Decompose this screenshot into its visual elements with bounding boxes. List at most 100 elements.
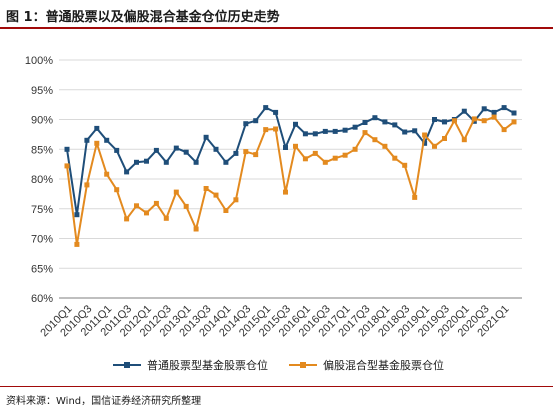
series-1-point xyxy=(432,117,437,122)
series-2-point xyxy=(223,208,229,213)
legend-marker-series-1 xyxy=(124,362,130,368)
legend-label-series-2: 偏股混合型基金股票仓位 xyxy=(323,358,444,372)
series-2-point xyxy=(471,116,477,122)
series-2-point xyxy=(163,215,169,221)
y-tick-label: 80% xyxy=(31,174,53,186)
series-1-point xyxy=(342,127,348,133)
series-2-point xyxy=(64,163,70,169)
series-2-point xyxy=(213,192,219,198)
series-1-point xyxy=(491,109,497,115)
y-tick-label: 95% xyxy=(31,85,53,97)
series-2-point xyxy=(134,203,139,209)
series-1-point xyxy=(501,105,507,111)
source-note: 资料来源：Wind，国信证券经济研究所整理 xyxy=(6,396,202,407)
series-1-point xyxy=(203,134,209,140)
series-1-point xyxy=(392,122,398,128)
series-1-point xyxy=(283,145,288,150)
series-2-point xyxy=(293,143,298,149)
series-2-point xyxy=(124,216,130,222)
source-rule xyxy=(0,386,553,387)
series-1-point xyxy=(243,121,249,127)
series-1-point xyxy=(173,145,179,151)
series-2-point xyxy=(173,189,179,195)
legend-item-series-1: 普通股票型基金股票仓位 xyxy=(113,358,268,372)
legend-label-series-1: 普通股票型基金股票仓位 xyxy=(147,358,268,372)
series-1-point xyxy=(163,159,169,165)
series-2-point xyxy=(322,159,328,165)
series-1-point xyxy=(312,131,318,137)
series-1-point xyxy=(223,159,229,165)
series-2-point xyxy=(372,137,378,143)
series-2-point xyxy=(461,137,467,143)
series-1-point xyxy=(183,149,189,155)
series-1-point xyxy=(412,128,418,134)
x-axis-ticks: 2010Q12010Q32011Q12011Q32012Q12012Q32013… xyxy=(38,303,511,339)
y-tick-label: 70% xyxy=(31,234,53,246)
legend-item-series-2: 偏股混合型基金股票仓位 xyxy=(289,358,444,372)
series-1 xyxy=(64,105,517,218)
series-1-point xyxy=(94,125,100,131)
series-1-point xyxy=(461,108,467,114)
y-tick-label: 60% xyxy=(31,293,53,305)
series-2-point xyxy=(193,226,199,232)
series-1-point xyxy=(114,147,120,153)
series-1-point xyxy=(422,140,428,146)
series-1-point xyxy=(332,128,338,134)
series-1-point xyxy=(402,129,408,135)
series-2-point xyxy=(203,186,209,191)
series-2-point xyxy=(412,194,418,200)
series-1-point xyxy=(362,120,368,125)
series-1-point xyxy=(104,137,110,143)
series-2-point xyxy=(491,114,497,120)
legend: 普通股票型基金股票仓位 偏股混合型基金股票仓位 xyxy=(113,358,444,372)
series-2-point xyxy=(114,187,120,193)
series-1-point xyxy=(372,115,378,121)
series-1-point xyxy=(233,150,239,156)
y-tick-label: 100% xyxy=(25,55,53,67)
series-2-point xyxy=(342,152,348,158)
series-1-point xyxy=(442,119,447,125)
series-1-point xyxy=(322,128,328,134)
y-tick-label: 85% xyxy=(31,144,53,156)
series-1-point xyxy=(273,109,279,115)
series-1-point xyxy=(144,158,149,164)
series-2-point xyxy=(243,149,249,155)
series-2-point xyxy=(402,162,408,168)
series-2-point xyxy=(481,118,487,124)
series-1-point xyxy=(124,169,130,175)
series-1-point xyxy=(511,110,517,116)
series-1-point xyxy=(302,131,308,137)
grid-lines xyxy=(59,59,522,269)
series-2-point xyxy=(183,203,189,209)
series-2-point xyxy=(302,156,308,162)
series-1-point xyxy=(84,137,90,143)
series-1-point xyxy=(134,159,139,165)
series-2-point xyxy=(511,119,517,125)
series-2 xyxy=(64,114,517,247)
title-rule xyxy=(0,27,553,29)
series-1-point xyxy=(352,124,358,130)
series-2-point xyxy=(501,127,507,133)
series-1-point xyxy=(293,121,298,127)
series-2-point xyxy=(382,143,388,149)
series-1-point xyxy=(481,106,487,112)
legend-marker-series-2 xyxy=(300,362,306,368)
series-2-line xyxy=(66,116,515,246)
series-2-point xyxy=(422,132,428,138)
series-2-point xyxy=(392,155,398,161)
series-1-point xyxy=(153,147,159,153)
series-2-point xyxy=(253,152,259,158)
series-2-point xyxy=(432,143,437,149)
series-2-point xyxy=(144,210,149,216)
series-2-point xyxy=(442,136,447,141)
series-2-point xyxy=(84,182,90,188)
series-1-point xyxy=(253,118,259,124)
series-1-point xyxy=(382,119,388,125)
series-2-point xyxy=(352,146,358,152)
series-1-point xyxy=(64,146,70,152)
series-2-point xyxy=(104,171,110,177)
series-2-point xyxy=(332,155,338,161)
series-2-point xyxy=(451,118,457,124)
series-2-point xyxy=(263,127,269,133)
